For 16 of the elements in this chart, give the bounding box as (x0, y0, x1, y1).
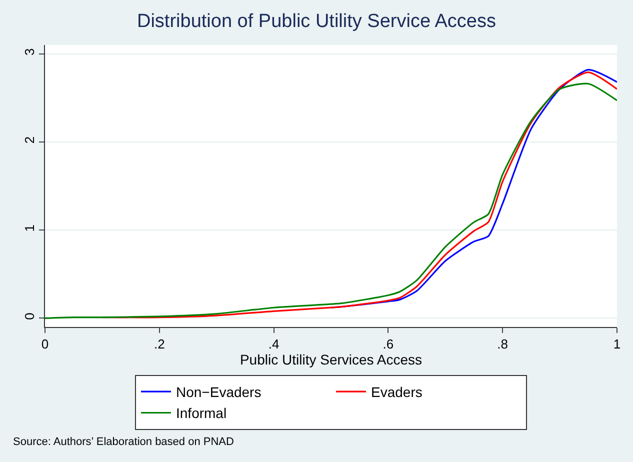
x-tick-label: .4 (268, 336, 280, 352)
y-tick-label: 2 (22, 136, 37, 144)
chart-title: Distribution of Public Utility Service Access (136, 11, 496, 32)
x-tick-label: .6 (382, 336, 394, 352)
y-tick-label: 1 (22, 224, 37, 232)
x-tick-label: 1 (613, 336, 621, 352)
x-tick-label: .2 (154, 336, 165, 352)
x-tick-label: .8 (497, 336, 508, 352)
x-axis-title: Public Utility Services Access (240, 352, 422, 368)
y-tick-label: 0 (22, 312, 37, 320)
source-note: Source: Authors’ Elaboration based on PNAD (13, 436, 234, 448)
x-tick-label: 0 (41, 336, 49, 352)
legend-label: Evaders (371, 384, 422, 400)
legend-label: Informal (176, 405, 227, 422)
legend-label: Non−Evaders (176, 384, 262, 400)
y-tick-label: 3 (22, 48, 37, 56)
